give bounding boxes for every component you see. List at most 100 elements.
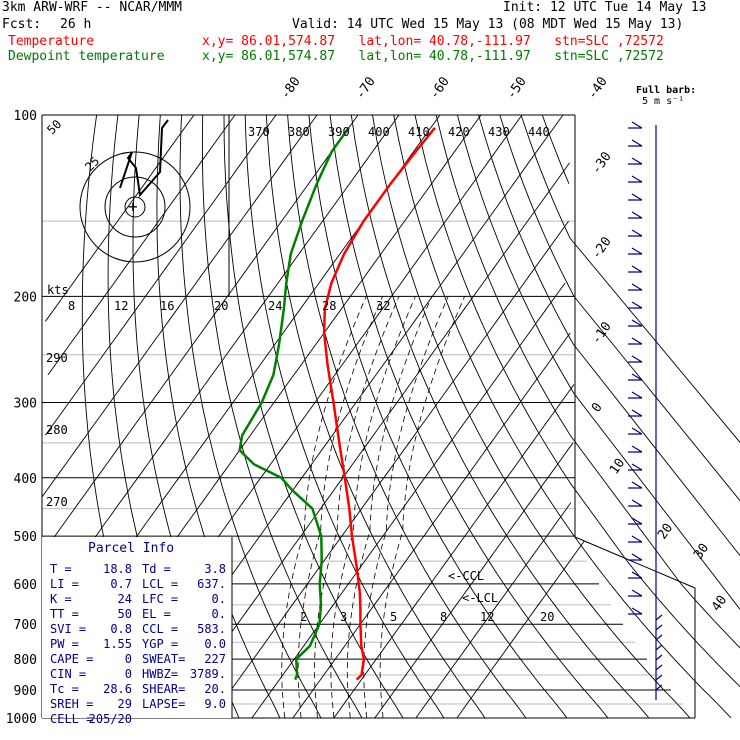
dry-adiabat: [393, 114, 732, 719]
lcl-marker: <-LCL: [462, 591, 498, 605]
parcel-label: CCL =: [142, 622, 178, 636]
isotherm-label: 20: [655, 521, 676, 542]
dry-adiabat: [435, 114, 740, 649]
moist-adiabat: [363, 296, 449, 719]
theta-label: 430: [488, 125, 510, 139]
parcel-label: SVI =: [50, 622, 86, 636]
isotherm-label: -40: [585, 74, 611, 102]
isotherm: [374, 442, 574, 719]
isotherm-label: 0: [589, 400, 606, 415]
pressure-label: 400: [14, 472, 37, 487]
theta-label: 290: [46, 351, 68, 365]
isotherm: [47, 114, 236, 376]
parcel-value: 0.0: [204, 637, 226, 651]
isotherm-label: -60: [427, 74, 453, 102]
parcel-value: 583.: [197, 622, 226, 636]
wind-barb: [628, 157, 643, 165]
mixing-ratio-label: 3: [340, 610, 347, 624]
dry-adiabat: [478, 114, 740, 557]
parcel-value: 205/20: [89, 712, 132, 726]
parcel-value: 28.6: [103, 682, 132, 696]
wind-barb-layer: Full barb:5 m s⁻¹: [628, 85, 696, 700]
parcel-label: LAPSE=: [142, 697, 185, 711]
pressure-label: 900: [14, 684, 37, 699]
dry-adiabat: [499, 114, 740, 502]
wind-barb: [628, 463, 643, 471]
dry-adiabat: [223, 114, 404, 719]
hodo-ring-label: 25: [82, 154, 102, 174]
parcel-info-box: Parcel Info T = 18.8 Td = 3.8 LI = 0.7 LCL = 637…: [42, 537, 233, 726]
hodo-inset-ring: [124, 196, 146, 218]
dry-adiabat: [350, 114, 650, 719]
wind-barb: [655, 644, 663, 651]
wind-barb: [628, 139, 643, 147]
wind-barb: [655, 654, 663, 661]
parcel-value: 0.7: [110, 577, 132, 591]
parcel-label: T =: [50, 562, 72, 576]
isotherm: [210, 220, 569, 719]
ccl-marker: <-CCL: [448, 569, 484, 583]
mixing-ratio-label: 20: [540, 610, 554, 624]
isotherm-label: -70: [353, 74, 379, 102]
parcel-label: LI =: [50, 577, 79, 591]
model-title: 3km ARW-WRF -- NCAR/MMM: [2, 0, 183, 15]
isotherm: [41, 114, 318, 497]
moist-adiabat: [281, 296, 367, 719]
mixing-ratio-label: 20: [214, 299, 228, 313]
isotherm: [43, 114, 400, 610]
theta-label: 390: [328, 125, 350, 139]
barb-legend-value: 5 m s⁻¹: [642, 96, 684, 107]
wind-barb: [628, 301, 643, 309]
temperature-location: x,y= 86.01,574.87 lat,lon= 40.78,-111.97…: [202, 34, 664, 49]
parcel-label: LFC =: [142, 592, 178, 606]
wind-barb: [628, 319, 643, 327]
parcel-label: CIN =: [50, 667, 86, 681]
wind-barb: [628, 589, 643, 597]
parcel-value: 0: [125, 652, 132, 666]
parcel-label: Tc =: [50, 682, 79, 696]
parcel-value: 637.: [197, 577, 226, 591]
frame-right: [574, 115, 696, 718]
parcel-label: HWBZ=: [142, 667, 178, 681]
moist-adiabat: [346, 296, 433, 719]
grid-layer: [41, 114, 740, 719]
parcel-value: 24: [118, 592, 132, 606]
theta-label: 440: [528, 125, 550, 139]
hodo-inset-center: +: [128, 197, 138, 216]
parcel-label: Td =: [142, 562, 171, 576]
parcel-label: TT =: [50, 607, 79, 621]
wind-barb: [628, 373, 643, 381]
barb-legend-title: Full barb:: [636, 85, 696, 96]
pressure-label: 500: [14, 530, 37, 545]
parcel-value: 3789.: [190, 667, 226, 681]
parcel-value: 0.: [212, 592, 226, 606]
dewpoint-legend-label: Dewpoint temperature: [8, 49, 165, 64]
mixing-ratio-label: 8: [440, 610, 447, 624]
hodo-speed-unit: kts: [47, 283, 69, 297]
pressure-label: 300: [14, 397, 37, 412]
parcel-label: CELL =: [50, 712, 93, 726]
hodo-inset-ring: [79, 151, 191, 263]
valid-time: Valid: 14 UTC Wed 15 May 13 (08 MDT Wed …: [292, 17, 684, 32]
parcel-value: 0: [125, 667, 132, 681]
theta-label: 400: [368, 125, 390, 139]
wind-barb: [628, 499, 643, 507]
pressure-label: 800: [14, 653, 37, 668]
mixing-ratio-label: 16: [160, 299, 174, 313]
moist-adiabat: [330, 296, 416, 719]
wind-barb: [655, 624, 663, 631]
parcel-value: 0.8: [110, 622, 132, 636]
forecast-hour: 26 h: [60, 17, 92, 32]
parcel-label: PW =: [50, 637, 79, 651]
parcel-value: 29: [118, 697, 132, 711]
isotherm-label: -10: [589, 319, 615, 347]
parcel-value: 0.: [212, 607, 226, 621]
dry-adiabat: [265, 114, 486, 719]
wind-barb: [655, 684, 663, 691]
dewpoint-profile: [238, 127, 350, 681]
isotherm: [333, 384, 575, 719]
parcel-value: 1.55: [103, 637, 132, 651]
wind-barb: [628, 247, 643, 255]
wind-barb: [628, 337, 643, 345]
mixing-ratio-label: 24: [268, 299, 282, 313]
